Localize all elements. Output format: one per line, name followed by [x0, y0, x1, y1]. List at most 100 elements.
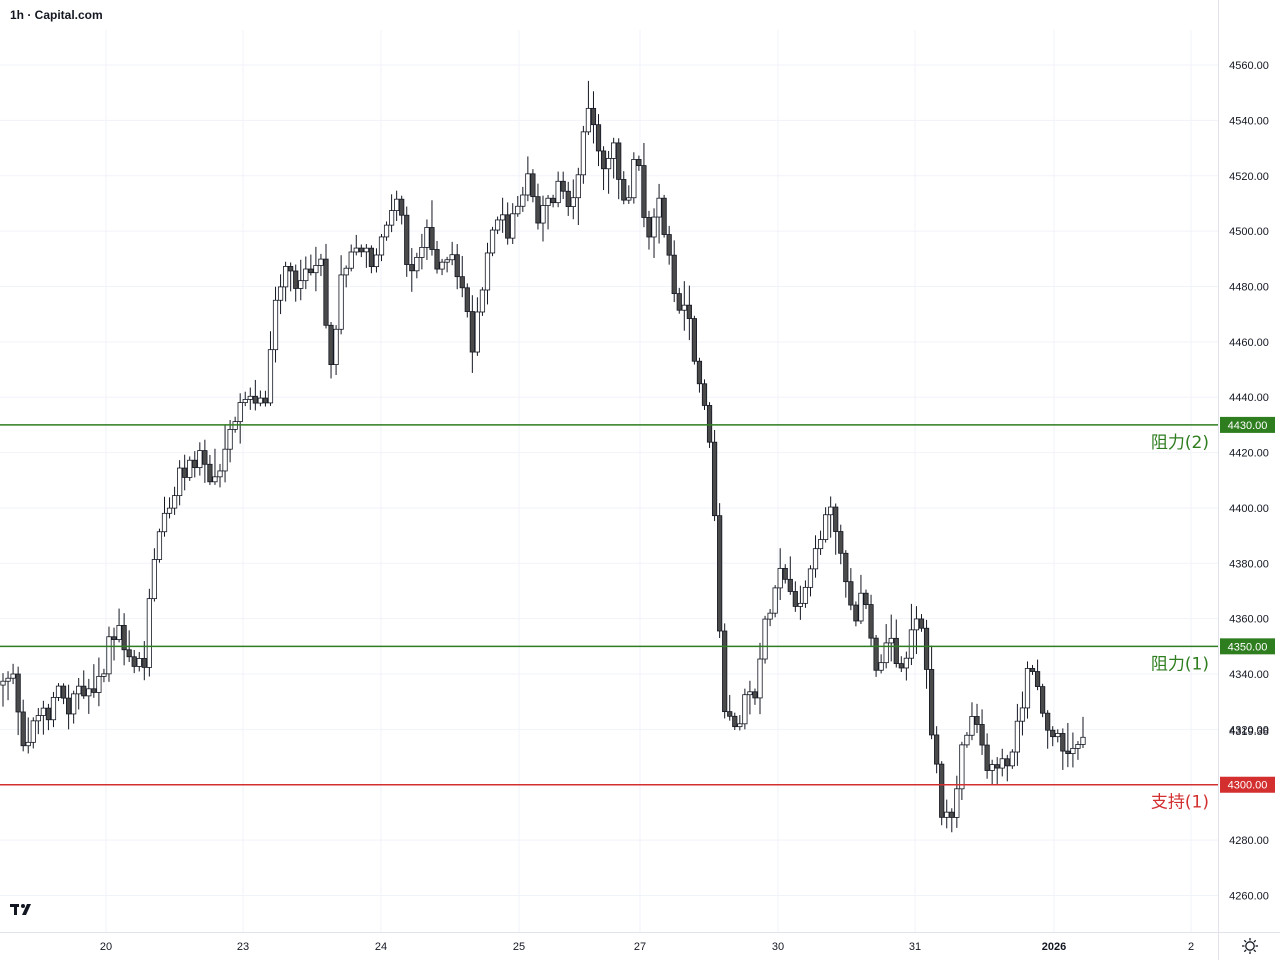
x-tick-label: 2 [1188, 941, 1194, 953]
candle-body [222, 448, 228, 472]
chart-title: 1h · Capital.com [10, 8, 103, 22]
candle-body [348, 251, 354, 269]
candle-body [91, 688, 97, 693]
candle-body [207, 463, 213, 483]
candle-body [797, 602, 803, 607]
candle-body [1034, 671, 1041, 687]
candle-body [525, 173, 531, 196]
candle-body [550, 197, 556, 204]
y-tick-label: 4260.00 [1229, 890, 1269, 902]
candle-body [828, 506, 834, 516]
candle-body [116, 625, 122, 640]
candle-body [35, 715, 41, 722]
candle-body [782, 567, 788, 580]
candle-body [202, 450, 208, 465]
candle-body [898, 663, 904, 669]
candle-body [651, 216, 657, 238]
candle-body [121, 625, 127, 651]
candle-body [136, 658, 142, 667]
candle-body [590, 107, 597, 126]
candle-body [964, 734, 970, 746]
candle-body [1040, 686, 1046, 714]
candle-body [974, 716, 980, 725]
tradingview-logo-icon [10, 904, 31, 915]
candle-body [424, 227, 430, 248]
candle-body [600, 150, 607, 170]
candle-body [81, 685, 87, 697]
candle-body [454, 254, 460, 278]
candle-body [979, 724, 985, 746]
candle-body [706, 405, 713, 443]
candle-body [631, 159, 637, 199]
candle-body [535, 196, 541, 224]
candle-body [1070, 747, 1076, 755]
candle-body [656, 197, 662, 218]
candle-body [272, 299, 279, 351]
candle-body [585, 107, 592, 133]
candle-body [217, 470, 223, 478]
candle-body [636, 159, 642, 166]
candle-body [192, 459, 198, 469]
candle-body [661, 197, 667, 235]
candle-body [20, 711, 26, 747]
candle-body [86, 688, 92, 697]
candle-body [111, 636, 117, 640]
candle-body [984, 744, 990, 771]
candle-body [0, 680, 6, 686]
x-tick-label: 24 [375, 941, 387, 953]
candle-body [55, 685, 62, 698]
candle-body [353, 247, 359, 253]
candle-body [277, 286, 284, 301]
candle-body [171, 495, 178, 509]
candle-body [439, 261, 445, 270]
candle-body [1004, 758, 1010, 767]
candle-body [343, 267, 349, 276]
candle-body [419, 246, 425, 258]
candle-body [288, 266, 294, 272]
y-tick-label: 4320.00 [1229, 724, 1269, 736]
candle-body [71, 693, 77, 715]
candle-body [5, 677, 11, 682]
candle-body [777, 567, 783, 589]
candle-body [510, 213, 516, 239]
candle-body [227, 429, 233, 450]
candle-body [126, 649, 132, 658]
candle-body [928, 669, 935, 736]
candle-body [515, 205, 521, 215]
candle-body [459, 276, 465, 289]
candle-body [868, 604, 874, 639]
candle-body [817, 539, 824, 550]
candle-body [10, 673, 16, 679]
gear-icon[interactable] [1241, 937, 1259, 955]
candle-body [479, 289, 486, 313]
candle-body [767, 612, 773, 620]
candle-body [1065, 750, 1071, 755]
x-tick-label: 27 [634, 941, 646, 953]
x-tick-label: 23 [237, 941, 249, 953]
candle-body [429, 227, 435, 250]
candle-body [1009, 751, 1015, 767]
candle-body [540, 205, 546, 224]
candle-body [166, 507, 173, 514]
candle-body [338, 274, 344, 330]
candle-body [30, 720, 36, 743]
candle-body [530, 173, 536, 198]
candle-body [888, 637, 894, 644]
candle-body [141, 658, 147, 668]
level-label: 支持(1) [1151, 793, 1209, 813]
candle-body [383, 224, 390, 238]
level-label: 阻力(1) [1151, 654, 1209, 674]
candle-body [555, 180, 561, 204]
candle-body [212, 476, 218, 483]
x-tick-label: 2026 [1042, 941, 1066, 953]
candle-body [358, 247, 364, 253]
candle-body [96, 675, 102, 693]
y-tick-label: 4500.00 [1229, 226, 1269, 238]
candle-body [146, 598, 152, 668]
candle-body [595, 124, 602, 152]
y-tick-label: 4540.00 [1229, 115, 1269, 127]
candle-body [717, 515, 723, 632]
candle-body [565, 190, 571, 207]
candle-body [283, 266, 289, 288]
